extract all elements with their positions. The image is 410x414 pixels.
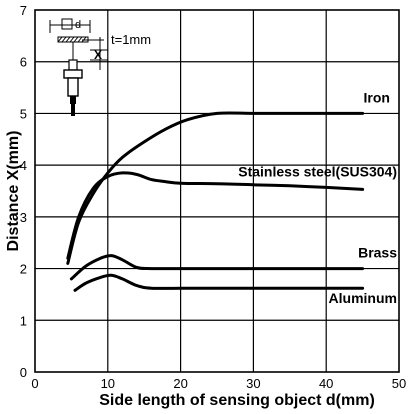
inset-plate-hatch [57, 36, 87, 43]
series-label-2: Stainless steel(SUS304) [238, 163, 397, 179]
y-tick-label: 2 [20, 262, 27, 277]
series-line-1 [66, 111, 365, 265]
x-tick-label: 40 [319, 376, 333, 391]
inset-sensor-body [67, 77, 79, 97]
series-label-1: Iron [364, 89, 390, 105]
y-tick-label: 1 [20, 313, 27, 328]
series-label-4: Aluminum [329, 290, 397, 306]
inset-sensor-tip [68, 59, 78, 71]
series-line-4 [73, 273, 365, 292]
y-tick-label: 5 [20, 106, 27, 121]
inset-d-symbol: d [75, 19, 81, 31]
x-tick-label: 50 [392, 376, 406, 391]
sensor-diagram: d t=1mm X [49, 18, 151, 116]
inset-x-symbol: X [94, 48, 102, 62]
x-tick-label: 30 [246, 376, 260, 391]
series-line-3 [69, 254, 365, 281]
y-tick-label: 4 [20, 158, 27, 173]
y-tick-label: 7 [20, 3, 27, 18]
series-labels: Iron Stainless steel(SUS304) Brass Aluminum [238, 89, 397, 306]
y-tick-label: 3 [20, 210, 27, 225]
x-tick-label: 20 [173, 376, 187, 391]
inset-sensor-cable [71, 104, 75, 116]
y-axis-title: Distance X(mm) [5, 131, 22, 252]
inset-square-symbol [61, 18, 73, 30]
x-tick-label: 10 [101, 376, 115, 391]
y-tick-label: 0 [20, 365, 27, 380]
series-line-2 [66, 171, 365, 260]
inset-t-label: t=1mm [111, 32, 151, 47]
tick-labels: 0 10 20 30 40 50 0 1 2 3 4 5 6 7 [20, 3, 406, 391]
x-axis-title: Side length of sensing object d(mm) [99, 392, 375, 409]
series-group [66, 111, 365, 292]
x-tick-label: 0 [31, 376, 38, 391]
inset-sensor-nut [63, 69, 83, 79]
series-label-3: Brass [358, 245, 397, 261]
y-tick-label: 6 [20, 55, 27, 70]
plot-frame [34, 9, 400, 373]
inset-sensor-connector [70, 96, 76, 104]
